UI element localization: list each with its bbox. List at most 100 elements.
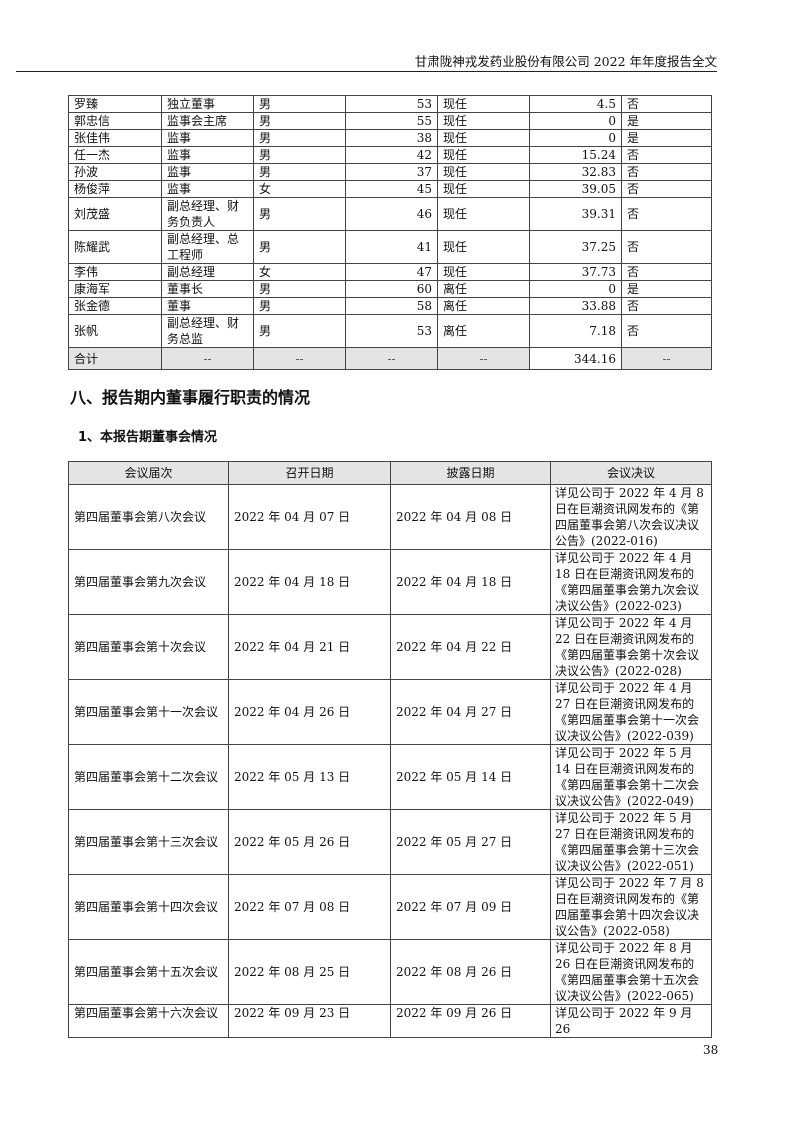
table-cell: 47 — [345, 263, 438, 281]
table-cell: 男 — [253, 197, 346, 231]
total-row: 合计 -- -- -- -- 344.16 -- — [68, 347, 712, 370]
table-cell: 详见公司于 2022 年 4 月 22 日在巨潮资讯网发布的《第四届董事会第十次… — [550, 614, 712, 680]
table-cell: 监事 — [161, 129, 254, 147]
table-row: 第四届董事会第十六次会议 2022 年 09 月 23 日 2022 年 09 月 … — [68, 1004, 712, 1038]
table-cell: 是 — [621, 112, 712, 130]
table-row: 张帆 副总经理、财务总监男 53 离任 7.18 否 — [68, 314, 712, 348]
table-cell: 男 — [253, 297, 346, 315]
header-rule — [16, 71, 717, 72]
page-number: 38 — [703, 1043, 719, 1057]
table-cell: 2022 年 04 月 18 日 — [228, 549, 391, 615]
table-cell: 是 — [621, 280, 712, 298]
table-cell: 39.05 — [529, 180, 622, 198]
table-cell: 现任 — [437, 163, 530, 181]
table-cell: 否 — [621, 163, 712, 181]
table-row: 郭忠信 监事会主席男 55 现任 0 是 — [68, 112, 712, 130]
table-cell: 否 — [621, 314, 712, 348]
table-cell: 详见公司于 2022 年 4 月 8 日在巨潮资讯网发布的《第四届董事会第八次会… — [550, 484, 712, 550]
table-cell: 第四届董事会第十五次会议 — [68, 939, 229, 1005]
table-cell: 男 — [253, 112, 346, 130]
table-cell: 详见公司于 2022 年 8 月 26 日在巨潮资讯网发布的《第四届董事会第十五… — [550, 939, 712, 1005]
table-cell: 38 — [345, 129, 438, 147]
table-cell: 2022 年 07 月 08 日 — [228, 874, 391, 940]
column-header: 披露日期 — [390, 461, 551, 485]
table-cell: 监事会主席 — [161, 112, 254, 130]
table-cell: 2022 年 05 月 14 日 — [390, 744, 551, 810]
table-cell: 第四届董事会第十次会议 — [68, 614, 229, 680]
table-cell: 详见公司于 2022 年 4 月 18 日在巨潮资讯网发布的《第四届董事会第九次… — [550, 549, 712, 615]
table-cell: 男 — [253, 280, 346, 298]
table-cell: 独立董事 — [161, 95, 254, 113]
table-cell: 男 — [253, 314, 346, 348]
table-row: 第四届董事会第十五次会议 2022 年 08 月 25 日 2022 年 08 月 … — [68, 939, 712, 1005]
table-row: 第四届董事会第十三次会议 2022 年 05 月 26 日 2022 年 05 月 … — [68, 809, 712, 875]
table-row: 任一杰 监事男 42 现任 15.24 否 — [68, 146, 712, 164]
table-cell: 2022 年 04 月 22 日 — [390, 614, 551, 680]
table-cell: 监事 — [161, 180, 254, 198]
table-cell: 离任 — [437, 297, 530, 315]
table-cell: 男 — [253, 163, 346, 181]
table-cell: 37 — [345, 163, 438, 181]
table-cell: 详见公司于 2022 年 5 月 27 日在巨潮资讯网发布的《第四届董事会第十三… — [550, 809, 712, 875]
table-cell: 2022 年 08 月 25 日 — [228, 939, 391, 1005]
table-cell: 详见公司于 2022 年 9 月 26 — [550, 1004, 712, 1038]
table-row: 刘茂盛 副总经理、财务负责人男 46 现任 39.31 否 — [68, 197, 712, 231]
table-cell: 第四届董事会第八次会议 — [68, 484, 229, 550]
table-cell: 现任 — [437, 129, 530, 147]
table-cell: 33.88 — [529, 297, 622, 315]
table-cell: 32.83 — [529, 163, 622, 181]
table-row: 张金德 董事男 58 离任 33.88 否 — [68, 297, 712, 315]
table-cell: 任一杰 — [68, 146, 162, 164]
table-cell: 第四届董事会第十四次会议 — [68, 874, 229, 940]
running-header: 甘肃陇神戎发药业股份有限公司 2022 年年度报告全文 — [414, 54, 717, 69]
table-cell: 监事 — [161, 146, 254, 164]
table-cell: 张金德 — [68, 297, 162, 315]
table-row: 张佳伟 监事男 38 现任 0 是 — [68, 129, 712, 147]
total-cell: -- — [621, 347, 712, 370]
table-cell: 58 — [345, 297, 438, 315]
table-cell: 男 — [253, 146, 346, 164]
table-cell: 60 — [345, 280, 438, 298]
table-cell: 2022 年 04 月 21 日 — [228, 614, 391, 680]
table-cell: 女 — [253, 263, 346, 281]
total-cell: -- — [161, 347, 254, 370]
table-cell: 否 — [621, 197, 712, 231]
table-cell: 离任 — [437, 314, 530, 348]
table-cell: 46 — [345, 197, 438, 231]
total-cell: 344.16 — [529, 347, 622, 370]
compensation-table: 罗臻 独立董事男 53 现任 4.5 否郭忠信 监事会主席男 55 现任 0 是张佳伟 监事男 38 现任… — [68, 95, 712, 370]
table-cell: 否 — [621, 230, 712, 264]
table-cell: 现任 — [437, 112, 530, 130]
table-cell: 53 — [345, 95, 438, 113]
total-cell: -- — [437, 347, 530, 370]
table-cell: 15.24 — [529, 146, 622, 164]
column-header: 会议决议 — [550, 461, 712, 485]
table-row: 康海军 董事长男 60 离任 0 是 — [68, 280, 712, 298]
table-cell: 否 — [621, 180, 712, 198]
table-cell: 53 — [345, 314, 438, 348]
table-cell: 39.31 — [529, 197, 622, 231]
table-cell: 现任 — [437, 180, 530, 198]
table-cell: 2022 年 09 月 26 日 — [390, 1004, 551, 1038]
table-cell: 副总经理、总工程师 — [161, 230, 254, 264]
table-row: 第四届董事会第九次会议 2022 年 04 月 18 日 2022 年 04 月 1… — [68, 549, 712, 615]
table-cell: 女 — [253, 180, 346, 198]
table-cell: 0 — [529, 280, 622, 298]
column-header: 召开日期 — [228, 461, 391, 485]
table-row: 第四届董事会第十次会议 2022 年 04 月 21 日 2022 年 04 月 2… — [68, 614, 712, 680]
table-cell: 第四届董事会第十一次会议 — [68, 679, 229, 745]
table-row: 第四届董事会第十一次会议 2022 年 04 月 26 日 2022 年 04 月 … — [68, 679, 712, 745]
board-meetings-table: 会议届次 召开日期 披露日期 会议决议 第四届董事会第八次会议 2022 年 04 月 … — [68, 461, 712, 1038]
table-row: 罗臻 独立董事男 53 现任 4.5 否 — [68, 95, 712, 113]
table-cell: 男 — [253, 129, 346, 147]
table-cell: 副总经理、财务总监 — [161, 314, 254, 348]
total-cell: 合计 — [68, 347, 162, 370]
table-cell: 7.18 — [529, 314, 622, 348]
subsection-heading: 1、本报告期董事会情况 — [78, 430, 218, 445]
table-row: 杨俊萍 监事女 45 现任 39.05 否 — [68, 180, 712, 198]
column-header: 会议届次 — [68, 461, 229, 485]
table-cell: 42 — [345, 146, 438, 164]
table-cell: 否 — [621, 263, 712, 281]
table-cell: 张帆 — [68, 314, 162, 348]
table-cell: 2022 年 04 月 18 日 — [390, 549, 551, 615]
